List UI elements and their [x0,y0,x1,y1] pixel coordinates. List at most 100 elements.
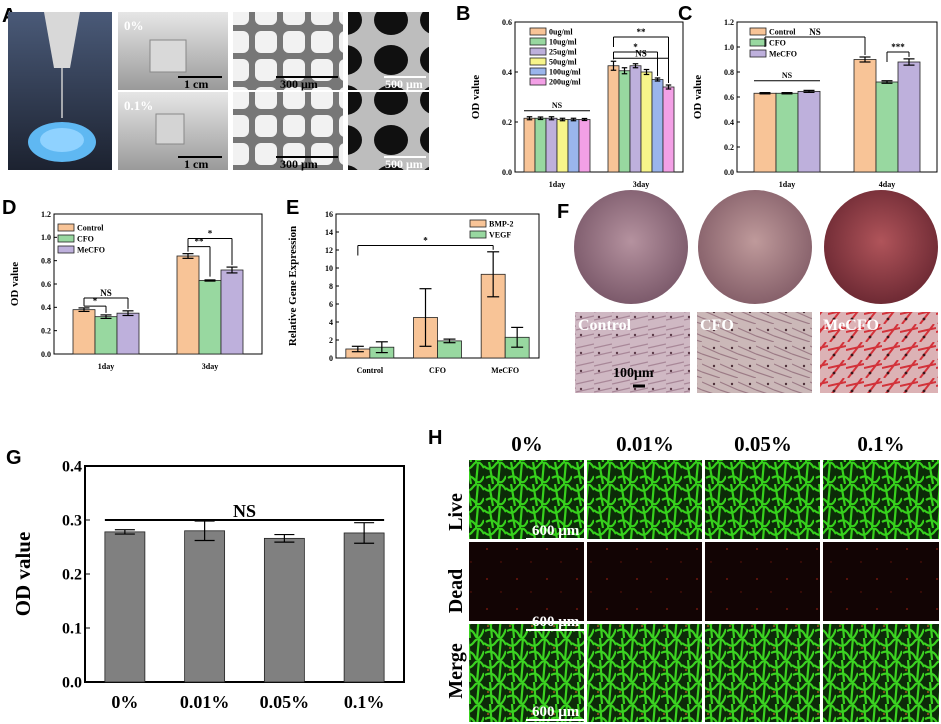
y-tick-label: 0.4 [41,303,51,312]
y-tick-label: 12 [325,246,333,255]
row-label-0pct: 0% [124,18,144,33]
x-tick-label: 1day [549,180,565,189]
scale-label: 300 μm [280,157,318,171]
bar [176,255,200,355]
y-tick-label: 8 [329,282,333,291]
y-axis-label: OD value [692,75,704,119]
legend-label: Control [769,28,796,37]
legend-swatch [57,245,75,254]
bar [116,312,140,355]
significance-label: NS [635,48,647,58]
bar [437,340,462,359]
legend-label: 10ug/ml [549,38,577,47]
bar [853,59,877,173]
legend-swatch [749,49,767,58]
legend-swatch [529,77,547,86]
y-tick-label: 0.4 [62,459,82,476]
bar [343,532,385,683]
scale-label-h: 600 μm [532,523,580,539]
x-tick-label: 0.01% [180,692,230,712]
x-tick-label: MeCFO [491,366,519,375]
legend-swatch [469,219,487,228]
legend-swatch [529,27,547,36]
scale-label-h: 600 μm [532,614,580,630]
chart-panel-e: E 0 2 4 6 8 10 12 14 16 Relative Gene Expression Co… [286,197,540,375]
x-tick-label: 0.1% [344,692,385,712]
legend-swatch [57,223,75,232]
micrograph-control [575,312,690,393]
scale-label: 1 cm [184,157,208,171]
panel-a: A 0% 1 cm 300 μm 500 μm 0.1 [2,5,429,171]
bar [797,90,821,173]
significance-label: *** [891,42,905,52]
significance-label: * [423,236,428,246]
bar [220,269,244,355]
row-label-dead: Dead [445,569,467,613]
chart-panel-d: D 0.0 0.2 0.4 0.6 0.8 1.0 1.2 OD value 1day 3day Co… [2,197,263,371]
bar [897,61,921,173]
chart-panel-b: B 0.0 0.2 0.4 0.6 OD value 1day 3day 0ug/ml10ug/… [456,3,684,189]
scale-label-h: 600 μm [532,704,580,720]
bar [662,86,675,173]
fluorescence-grid [469,460,939,722]
legend-swatch [529,67,547,76]
y-tick-label: 0.1 [62,621,82,638]
legend-label: MeCFO [769,50,797,59]
scale-label-f: 100μm [613,366,654,381]
sem-photo-1: 500 μm [348,92,429,171]
bar [184,530,226,683]
x-tick-label: 0% [111,692,138,712]
legend-label: 200ug/ml [549,78,581,87]
legend-label: Control [77,224,104,233]
bar [545,117,558,173]
x-tick-label: Control [357,366,384,375]
bar [875,81,899,173]
y-tick-label: 16 [325,210,333,219]
y-tick-label: 10 [325,264,333,273]
scale-label: 300 μm [280,77,318,91]
panel-letter-c: C [678,3,692,25]
y-tick-label: 0.4 [724,118,734,127]
legend-label: CFO [769,39,786,48]
legend-label: VEGF [489,231,511,240]
well-plate-cfo [698,190,812,304]
significance-label: NS [100,288,112,298]
significance-label: NS [233,501,256,521]
legend-swatch [469,230,487,239]
bar [629,65,642,173]
y-tick-label: 6 [329,300,333,309]
col-label-0.01pct: 0.01% [616,432,674,456]
col-label-0.1pct: 0.1% [857,432,904,456]
col-label-0.05pct: 0.05% [734,432,792,456]
y-axis-label: OD value [11,532,35,617]
bar [618,70,631,173]
bar [556,119,569,173]
y-tick-label: 0.8 [724,68,734,77]
x-tick-label: 1day [779,180,795,189]
legend-swatch [749,38,767,47]
bar [651,79,664,173]
panel-letter-h: H [428,427,442,449]
col-label-0pct: 0% [511,432,543,456]
panel-h: H 0% 0.01% 0.05% 0.1% Live Dead Merge 60… [428,427,939,722]
bar [523,117,536,173]
bar [94,316,118,355]
printer-photo [8,12,112,170]
panel-letter-d: D [2,197,16,219]
x-tick-label: 3day [633,180,649,189]
legend-swatch [529,37,547,46]
bar [534,117,547,173]
significance-label: * [208,229,213,239]
y-tick-label: 0.6 [502,18,512,27]
legend-swatch [529,57,547,66]
y-tick-label: 0.2 [502,118,512,127]
micrograph-label-control: Control [578,317,632,334]
y-tick-label: 0.0 [502,168,512,177]
y-tick-label: 0.0 [62,675,82,692]
bar [640,71,653,173]
well-plate-control [574,190,688,304]
legend-label: 25ug/ml [549,48,577,57]
x-tick-label: CFO [429,366,446,375]
y-tick-label: 0.3 [62,513,82,530]
